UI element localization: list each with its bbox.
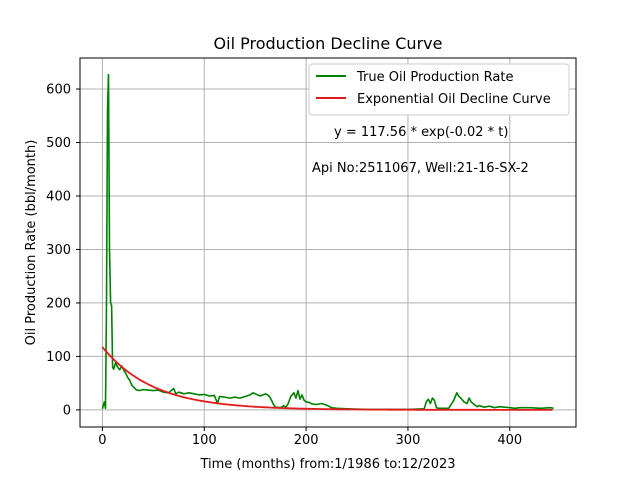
equation-annotation: y = 117.56 * exp(-0.02 * t)	[334, 125, 508, 140]
x-tick-label: 200	[294, 433, 319, 448]
x-tick-label: 0	[98, 433, 106, 448]
legend-label-exponential: Exponential Oil Decline Curve	[357, 92, 551, 107]
plot-series	[101, 73, 554, 411]
y-tick-label: 100	[46, 350, 71, 365]
legend-label-true: True Oil Production Rate	[356, 70, 513, 85]
y-tick-label: 400	[46, 189, 71, 204]
x-tick-label: 300	[396, 433, 421, 448]
axis-ticks: 0 100 200 300 400 0 100 200 300 400 500 600	[46, 83, 522, 448]
well-annotation: Api No:2511067, Well:21-16-SX-2	[312, 161, 529, 176]
legend: True Oil Production Rate Exponential Oil…	[308, 63, 570, 116]
y-tick-label: 200	[46, 296, 71, 311]
x-axis-label: Time (months) from:1/1986 to:12/2023	[199, 457, 455, 472]
legend-box	[308, 63, 570, 116]
chart-title: Oil Production Decline Curve	[214, 34, 443, 53]
grid	[80, 58, 576, 427]
exponential-decline-line	[101, 346, 553, 411]
plot-frame	[79, 57, 577, 428]
x-tick-label: 400	[497, 433, 522, 448]
x-tick-label: 100	[192, 433, 217, 448]
y-tick-label: 300	[46, 243, 71, 258]
y-tick-label: 500	[46, 136, 71, 151]
y-tick-label: 600	[46, 83, 71, 98]
y-axis-label: Oil Production Rate (bbl/month)	[24, 140, 39, 346]
y-tick-label: 0	[63, 403, 71, 418]
